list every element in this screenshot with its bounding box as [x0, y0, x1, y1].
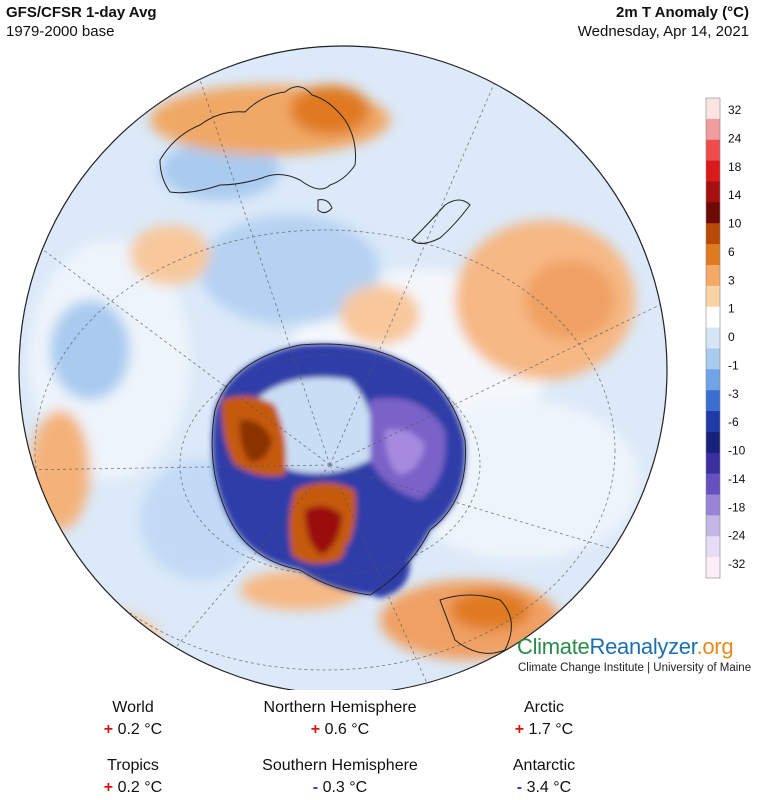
legend-swatch	[706, 369, 720, 391]
new-zealand-coastline	[411, 199, 471, 244]
legend-tick-label: -6	[728, 415, 739, 429]
legend-swatch	[706, 98, 720, 120]
legend-tick-label: 14	[728, 188, 742, 202]
legend-tick-label: -32	[728, 557, 746, 571]
legend-swatch	[706, 431, 720, 454]
map-title: GFS/CFSR 1-day Avg	[6, 4, 157, 21]
variable-label: 2m T Anomaly (°C)	[616, 4, 749, 21]
stat-northern-hemisphere: Northern Hemisphere + 0.6 °C	[240, 697, 440, 741]
legend-tick-label: -18	[728, 500, 746, 514]
legend-tick-label: -3	[728, 387, 739, 401]
legend-swatch	[706, 494, 720, 516]
legend-tick-label: 1	[728, 302, 735, 316]
stat-sh-value: 0.3 °C	[322, 779, 368, 796]
stat-world-value: 0.2 °C	[117, 721, 163, 738]
legend-tick-label: -24	[728, 529, 746, 543]
brand-part-reanalyzer: Reanalyzer	[589, 634, 697, 659]
legend-tick-label: 3	[728, 273, 735, 287]
stat-tropics-label: Tropics	[107, 757, 159, 774]
legend-tick-label: -10	[728, 444, 746, 458]
legend-tick-label: 6	[728, 245, 735, 259]
legend-tick-label: 18	[728, 160, 742, 174]
stat-nh-sign: +	[310, 721, 321, 738]
legend-swatch	[706, 348, 720, 370]
legend-swatch	[706, 390, 720, 412]
legend-swatch	[706, 473, 720, 496]
legend-tick-label: 0	[728, 330, 735, 344]
south-america-coastline	[439, 594, 512, 654]
stat-southern-hemisphere: Southern Hemisphere - 0.3 °C	[240, 755, 440, 799]
legend-swatch	[706, 411, 720, 433]
legend-swatch	[706, 139, 720, 162]
legend-swatch	[706, 118, 720, 141]
header-left: GFS/CFSR 1-day Avg 1979-2000 base	[6, 3, 157, 41]
legend-tick-label: 10	[728, 217, 742, 231]
stat-antarctic-sign: -	[516, 779, 523, 796]
stat-sh-sign: -	[312, 779, 319, 796]
legend-swatch	[706, 202, 720, 224]
legend-swatch	[706, 452, 720, 475]
stat-arctic-value: 1.7 °C	[528, 721, 574, 738]
legend-swatch	[706, 536, 720, 558]
legend-swatch	[706, 306, 720, 329]
legend-swatch	[706, 515, 720, 537]
stat-arctic-sign: +	[514, 721, 525, 738]
globe-map	[18, 45, 668, 690]
stat-arctic-label: Arctic	[524, 699, 564, 716]
legend-swatch	[706, 264, 720, 287]
legend-tick-label: -1	[728, 358, 739, 372]
graticule	[19, 69, 667, 690]
globe-surface	[19, 46, 667, 690]
stat-sh-label: Southern Hemisphere	[262, 757, 418, 774]
brand-part-climate: Climate	[517, 634, 590, 659]
legend-swatches	[705, 97, 721, 579]
date-label: Wednesday, Apr 14, 2021	[577, 23, 749, 40]
brand-subtitle: Climate Change Institute | University of…	[518, 662, 752, 674]
legend-swatch	[706, 327, 720, 349]
legend-swatch	[706, 285, 720, 308]
brand-logo: ClimateReanalyzer.org	[517, 634, 734, 660]
stat-tropics-value: 0.2 °C	[117, 779, 163, 796]
globe-outline	[18, 45, 668, 690]
header-right: 2m T Anomaly (°C) Wednesday, Apr 14, 202…	[578, 3, 749, 41]
australia-coastline	[159, 86, 356, 194]
stat-world-label: World	[112, 699, 154, 716]
brand-part-org: .org	[696, 634, 734, 659]
legend-swatch	[706, 223, 720, 245]
tasmania-coastline	[317, 199, 333, 214]
legend-tick-label: 32	[728, 103, 742, 117]
stat-tropics-sign: +	[103, 779, 114, 796]
legend-swatch	[706, 160, 720, 182]
legend-swatch	[706, 557, 720, 579]
legend-frame	[705, 97, 721, 579]
stat-world-sign: +	[103, 721, 114, 738]
stat-antarctic-value: 3.4 °C	[526, 779, 572, 796]
stat-arctic: Arctic + 1.7 °C	[444, 697, 644, 741]
legend-swatch	[706, 244, 720, 266]
stat-antarctic-label: Antarctic	[512, 757, 576, 774]
legend-tick-label: -14	[728, 472, 746, 486]
baseline-label: 1979-2000 base	[6, 23, 115, 40]
stat-nh-value: 0.6 °C	[324, 721, 370, 738]
legend-tick-label: 24	[728, 131, 742, 145]
stat-tropics: Tropics + 0.2 °C	[33, 755, 233, 799]
legend-swatch	[706, 181, 720, 203]
stat-world: World + 0.2 °C	[33, 697, 233, 741]
stat-nh-label: Northern Hemisphere	[263, 699, 417, 716]
antarctica-coastline	[211, 343, 467, 596]
stat-antarctic: Antarctic - 3.4 °C	[444, 755, 644, 799]
